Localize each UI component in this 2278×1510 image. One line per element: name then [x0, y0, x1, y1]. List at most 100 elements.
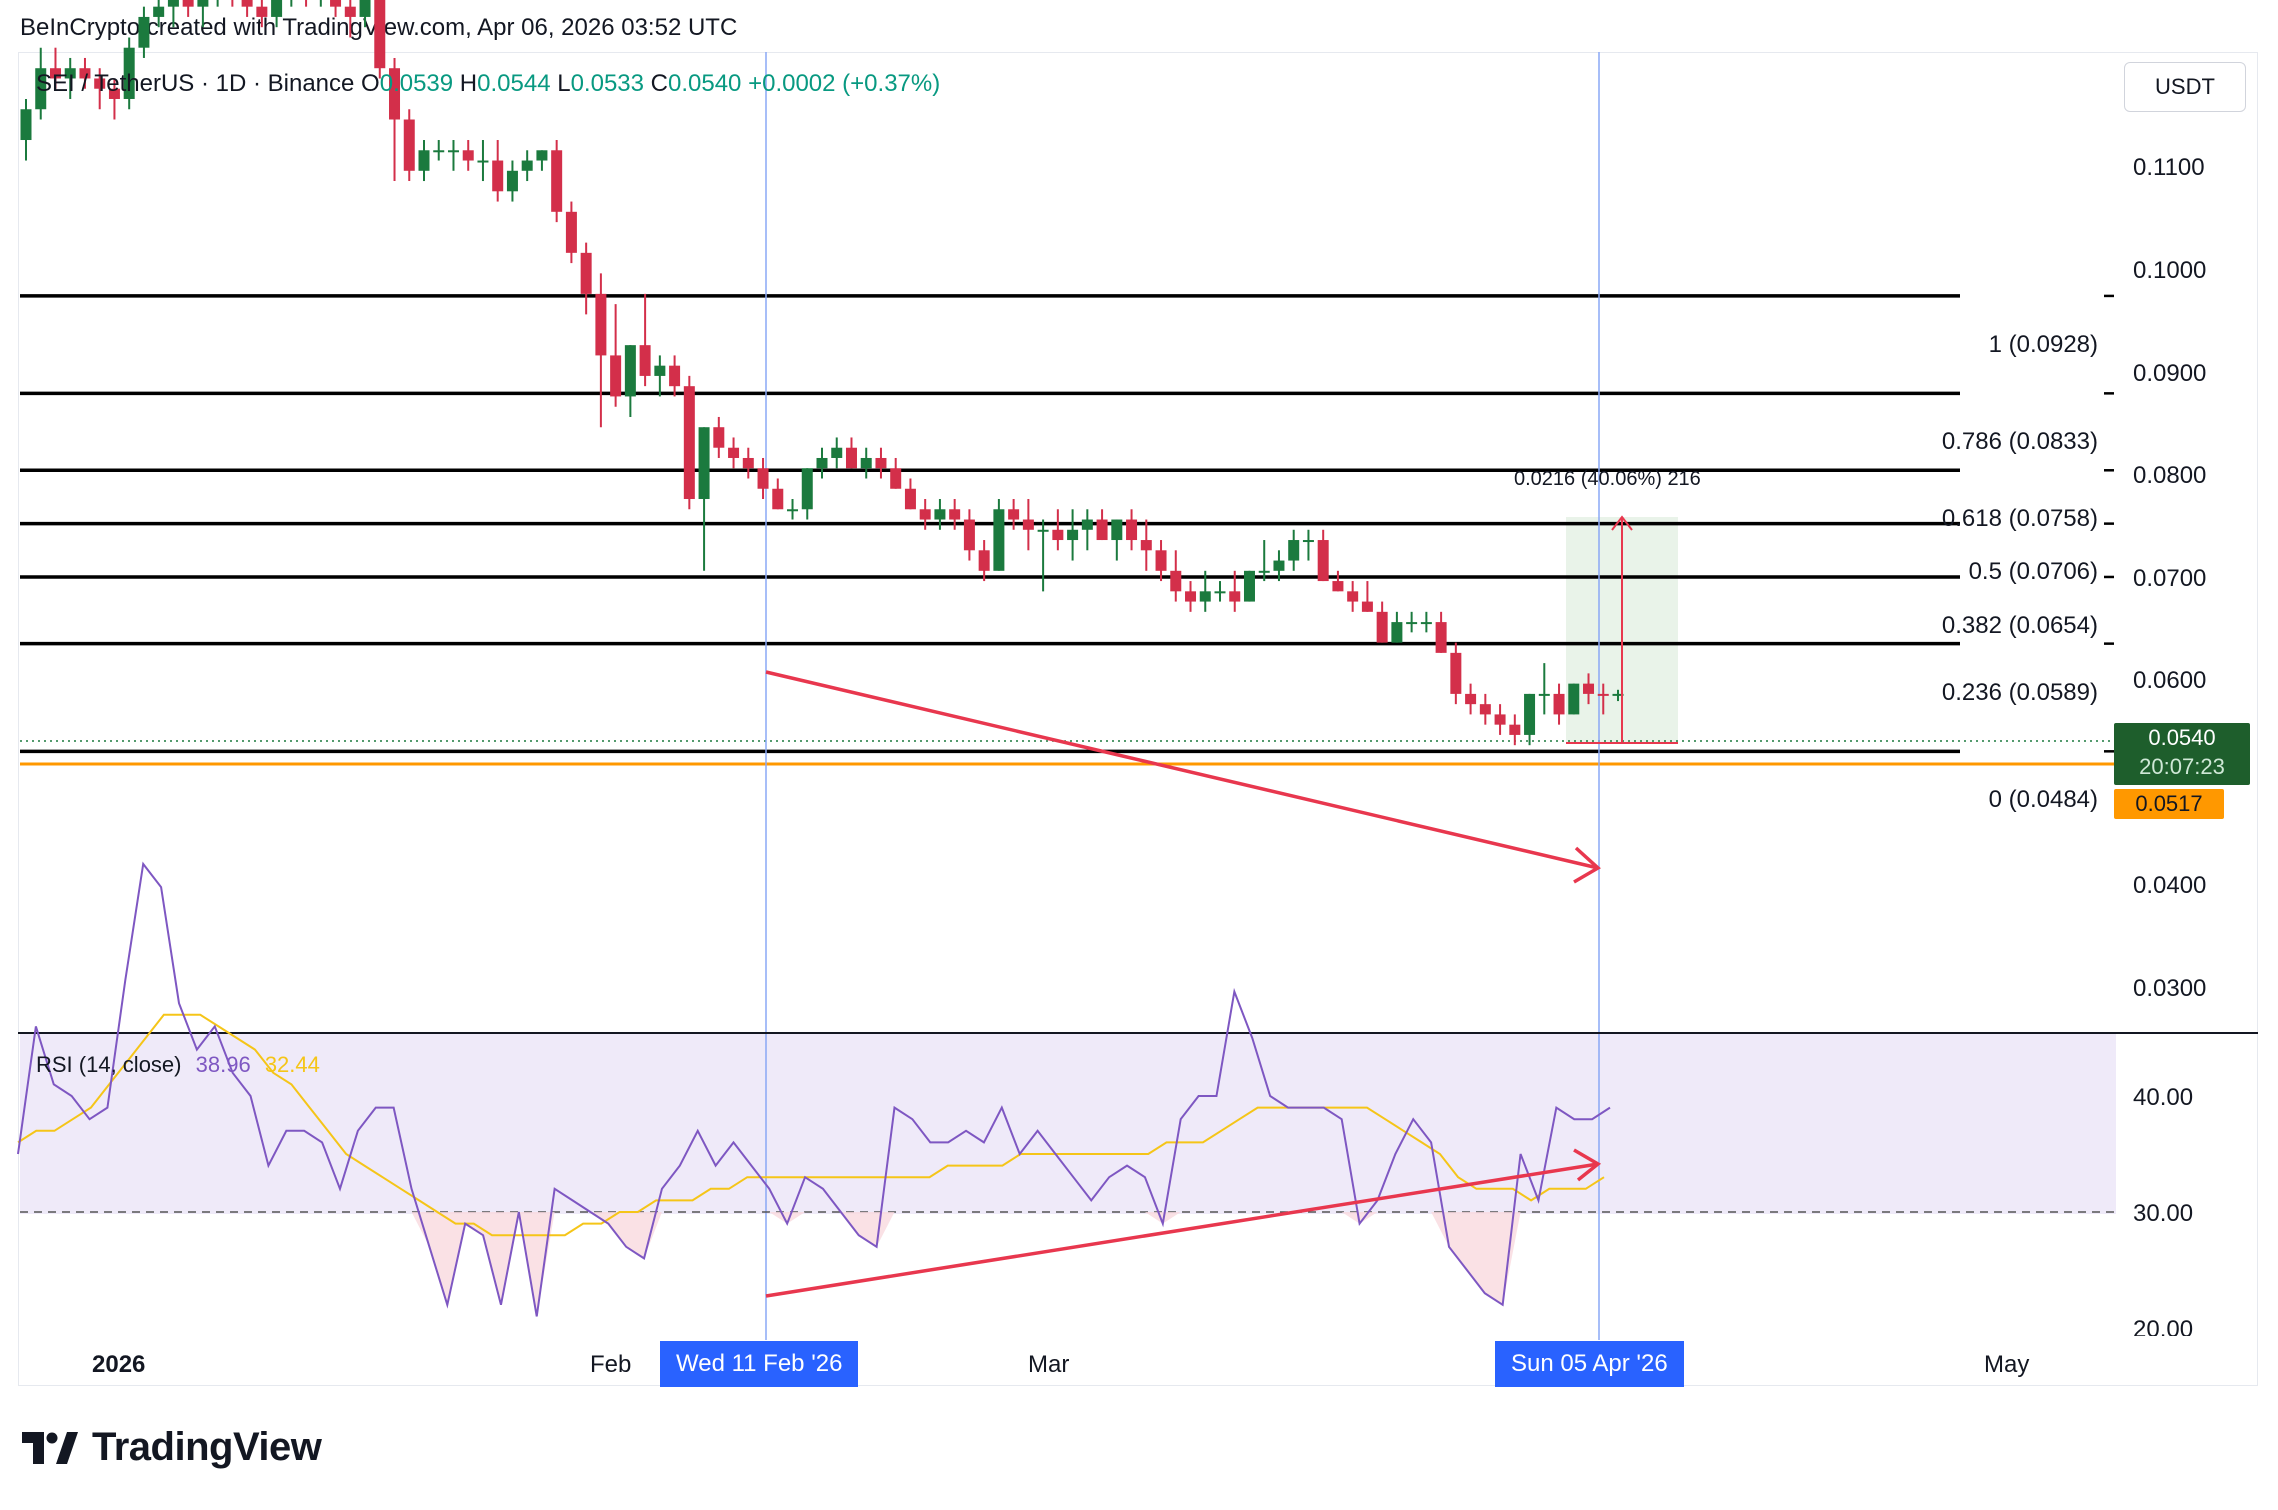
- candle-body-49: [742, 457, 754, 469]
- rsi-divergence-arrowhead: [1573, 1148, 1602, 1182]
- x-tick-mar: Mar: [1028, 1351, 1069, 1378]
- rsi-tick-40: 40.00: [2133, 1084, 2194, 1111]
- candle-body-59: [890, 468, 902, 489]
- fib-label-05: 0.5 (0.0706): [1968, 558, 2098, 585]
- candle-body-6: [108, 88, 120, 99]
- tradingview-logo-icon: [22, 1431, 78, 1464]
- symbol-name: SEI / TetherUS · 1D · Binance: [36, 70, 355, 97]
- candle-body-82: [1229, 591, 1241, 602]
- candle-body-57: [860, 457, 872, 469]
- last-price-tag: 0.0540 20:07:23: [2114, 723, 2250, 785]
- candle-body-60: [904, 488, 916, 510]
- currency-button[interactable]: USDT: [2124, 62, 2246, 112]
- candle-body-96: [1435, 622, 1447, 653]
- candle-body-74: [1111, 519, 1123, 541]
- candle-body-64: [963, 519, 975, 551]
- candle-body-94: [1406, 622, 1418, 625]
- candle-body-62: [934, 509, 946, 520]
- candle-body-1: [35, 68, 47, 110]
- rsi-divergence-annotation: [765, 1148, 1602, 1298]
- x-tick-year: 2026: [92, 1351, 145, 1378]
- fib-label-0: 0 (0.0484): [1988, 786, 2098, 813]
- last-price-value: 0.0540: [2148, 725, 2216, 750]
- candle-body-99: [1479, 704, 1491, 715]
- rsi-pane-background: [20, 1034, 2116, 1214]
- candle-body-58: [875, 457, 887, 469]
- y-tick-0.0300: 0.0300: [2133, 975, 2207, 1002]
- high-value: 0.0544: [477, 70, 551, 97]
- candle-body-88: [1317, 540, 1329, 582]
- time-axis[interactable]: 2026 Feb Mar May: [92, 1351, 2029, 1378]
- candle-body-41: [624, 345, 636, 397]
- candle-body-93: [1391, 622, 1403, 643]
- open-value: 0.0539: [379, 70, 454, 97]
- y-tick-0.0800: 0.0800: [2133, 462, 2207, 489]
- symbol-legend[interactable]: SEI / TetherUS · 1D · Binance O0.0539 H0…: [36, 70, 940, 98]
- candle-body-0: [20, 109, 32, 141]
- candle-body-29: [447, 150, 459, 153]
- candle-body-21: [330, 0, 342, 7]
- candle-body-11: [182, 0, 194, 7]
- tradingview-logo-text: TradingView: [92, 1425, 322, 1469]
- candle-body-83: [1243, 570, 1255, 602]
- rsi-legend[interactable]: RSI (14, close) 38.96 32.44: [36, 1052, 320, 1078]
- candle-body-72: [1081, 519, 1093, 530]
- measure-arrowhead: [1611, 515, 1633, 531]
- candle-body-15: [241, 0, 253, 7]
- candle-body-34: [521, 160, 533, 171]
- candle-body-89: [1332, 581, 1344, 592]
- candle-body-2: [49, 68, 61, 79]
- y-tick-0.1100: 0.1100: [2133, 154, 2205, 181]
- rsi-value: 38.96: [195, 1052, 251, 1077]
- candle-body-32: [492, 160, 504, 192]
- candles: [20, 0, 1624, 746]
- candle-body-107: [1597, 693, 1609, 696]
- candle-body-61: [919, 509, 931, 520]
- candle-body-28: [433, 150, 445, 153]
- rsi-ma-value: 32.44: [264, 1052, 320, 1077]
- candle-body-51: [772, 488, 784, 510]
- candle-body-30: [462, 150, 474, 161]
- price-trend-line: [765, 670, 1599, 870]
- candle-body-52: [787, 509, 799, 512]
- y-tick-0.0700: 0.0700: [2133, 565, 2207, 592]
- candle-body-87: [1302, 540, 1314, 543]
- candle-body-104: [1553, 693, 1565, 715]
- candle-body-67: [1008, 509, 1020, 520]
- tradingview-logo[interactable]: TradingView: [22, 1425, 322, 1470]
- price-trend-arrowhead: [1573, 846, 1601, 884]
- rsi-label: RSI (14, close): [36, 1052, 182, 1077]
- candle-body-90: [1347, 591, 1359, 602]
- open-label: O: [361, 70, 380, 97]
- support-price-tag: 0.0517: [2114, 789, 2224, 819]
- candle-body-55: [831, 447, 843, 458]
- candle-body-17: [271, 0, 283, 17]
- fibonacci-levels: [20, 294, 2114, 754]
- candle-body-95: [1420, 622, 1432, 625]
- candle-body-44: [669, 365, 681, 387]
- y-tick-0.0400: 0.0400: [2133, 872, 2207, 899]
- candle-body-66: [993, 509, 1005, 571]
- candle-body-81: [1214, 591, 1226, 594]
- rsi-ma-line: [17, 1013, 1605, 1237]
- candle-body-47: [713, 427, 725, 448]
- candle-body-42: [639, 345, 651, 376]
- rsi-lines: [17, 861, 1611, 1317]
- candle-body-45: [683, 386, 695, 500]
- candle-body-3: [64, 68, 76, 79]
- candle-body-75: [1126, 519, 1138, 541]
- candle-body-39: [595, 293, 607, 356]
- candle-body-8: [138, 16, 150, 48]
- low-label: L: [557, 70, 571, 97]
- chart-frame: [18, 52, 2258, 1386]
- candle-body-22: [344, 6, 356, 17]
- candle-countdown: 20:07:23: [2139, 754, 2225, 779]
- candle-body-26: [403, 119, 415, 171]
- candle-body-53: [801, 468, 813, 510]
- y-tick-0.0600: 0.0600: [2133, 667, 2207, 694]
- candle-body-97: [1450, 652, 1462, 694]
- candle-body-36: [551, 150, 563, 212]
- rsi-oversold-fill: [18, 1212, 1610, 1317]
- candle-body-23: [359, 0, 371, 17]
